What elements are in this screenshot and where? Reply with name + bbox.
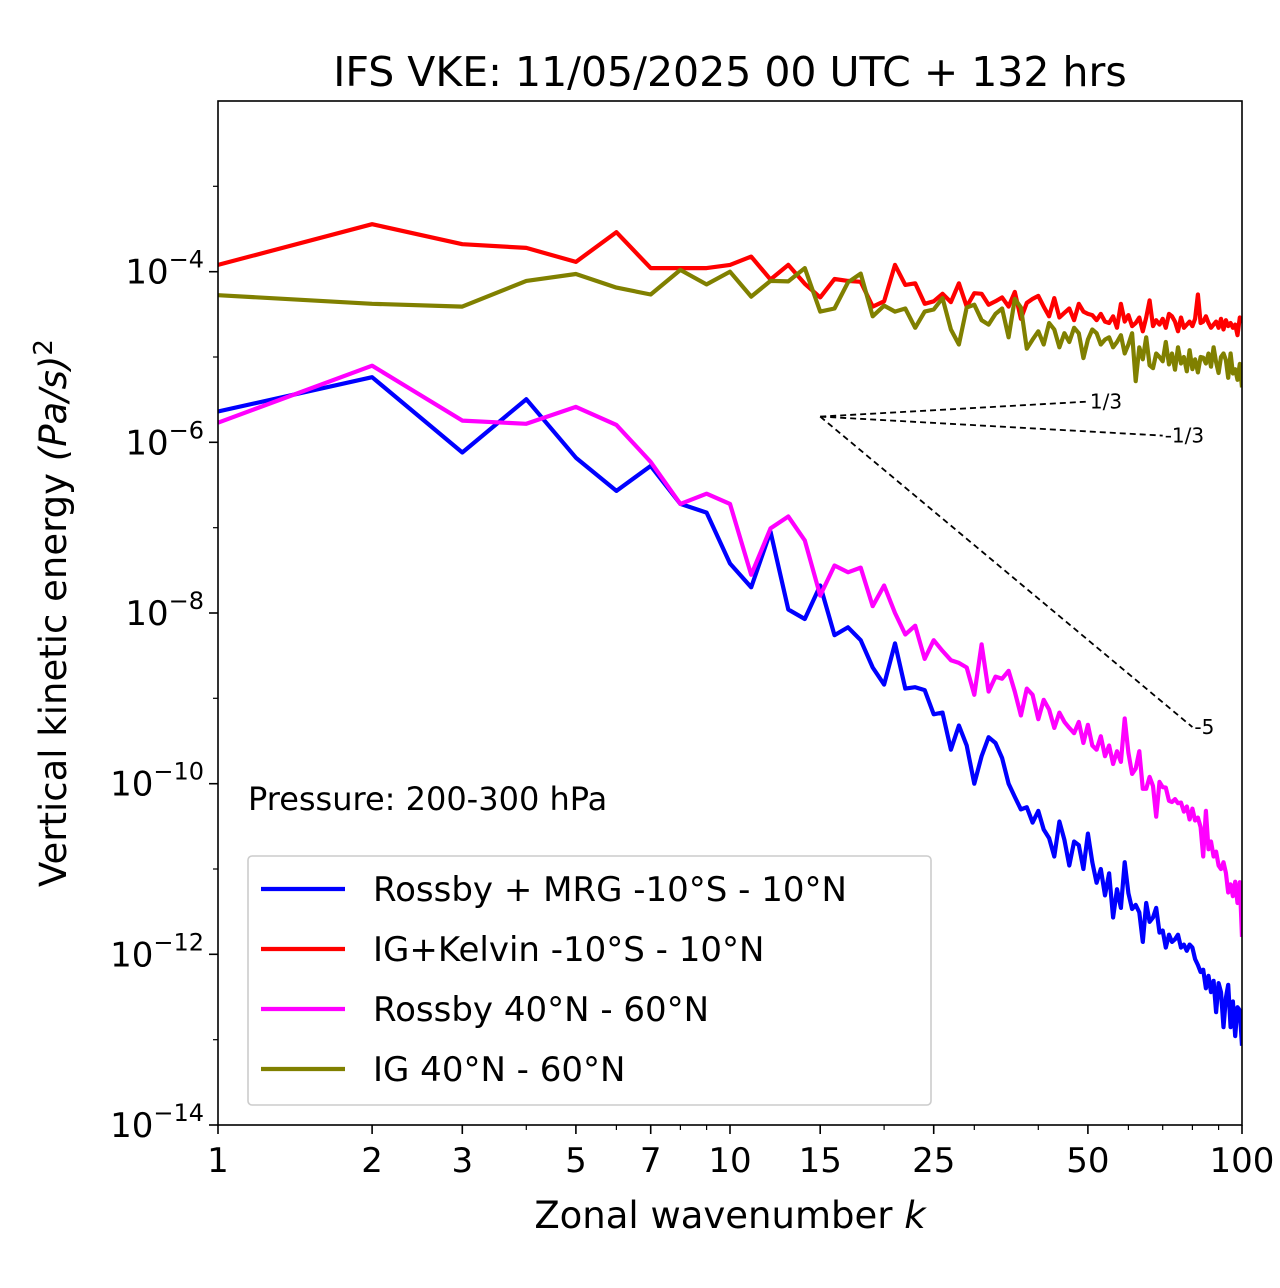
series-lines xyxy=(218,222,1242,1046)
x-axis: 1 2 3 5 7 10 15 25 50 100 xyxy=(207,1125,1274,1181)
y-tick-label-exponent: −4 xyxy=(169,246,204,274)
reference-slope-line xyxy=(819,415,1193,728)
y-tick-label-base: 10 xyxy=(125,253,168,293)
chart-title: IFS VKE: 11/05/2025 00 UTC + 132 hrs xyxy=(333,48,1126,96)
y-tick-label-exponent: −8 xyxy=(169,587,204,615)
series-line-3 xyxy=(218,363,1242,937)
y-axis-title-text: Vertical kinetic energy xyxy=(32,473,75,887)
legend-label: Rossby + MRG -10°S - 10°N xyxy=(373,870,847,910)
reference-slope-line xyxy=(820,400,1088,418)
y-tick-label: 10−12 xyxy=(110,928,204,975)
x-tick-label: 5 xyxy=(565,1141,587,1181)
reference-slope-label: -1/3 xyxy=(1165,424,1204,448)
x-tick-label: 3 xyxy=(451,1141,473,1181)
y-tick-label-base: 10 xyxy=(125,423,168,463)
x-tick-label: 50 xyxy=(1066,1141,1109,1181)
series-line-4 xyxy=(218,266,1242,388)
y-axis-title-exponent: 2 xyxy=(29,339,59,356)
legend-label: IG+Kelvin -10°S - 10°N xyxy=(373,930,764,970)
x-tick-label: 100 xyxy=(1210,1141,1275,1181)
x-tick-label: 7 xyxy=(640,1141,662,1181)
legend-box xyxy=(247,855,932,1106)
y-tick-label: 10−10 xyxy=(110,758,204,805)
x-tick-label: 25 xyxy=(912,1141,955,1181)
x-axis-title-variable: k xyxy=(904,1194,927,1237)
y-tick-label: 10−8 xyxy=(125,587,204,634)
y-tick-label-base: 10 xyxy=(110,935,153,975)
y-tick-label-base: 10 xyxy=(125,594,168,634)
y-tick-label: 10−6 xyxy=(125,416,204,463)
y-tick-label-exponent: −10 xyxy=(153,758,204,786)
x-axis-title-text: Zonal wavenumber xyxy=(534,1194,893,1237)
x-axis-title: Zonal wavenumber k xyxy=(534,1194,927,1237)
legend-label: Rossby 40°N - 60°N xyxy=(373,990,709,1030)
pressure-annotation: Pressure: 200-300 hPa xyxy=(248,780,607,818)
x-tick-label: 15 xyxy=(799,1141,842,1181)
legend-label: IG 40°N - 60°N xyxy=(373,1050,625,1090)
y-tick-label: 10−4 xyxy=(125,246,204,293)
x-tick-label: 10 xyxy=(708,1141,751,1181)
legend: Rossby + MRG -10°S - 10°N IG+Kelvin -10°S… xyxy=(247,855,932,1106)
reference-slope-lines: 1/3 -1/3 -5 xyxy=(819,390,1214,739)
y-axis-title: Vertical kinetic energy (Pa/s)2 xyxy=(29,339,75,887)
reference-slope-label: 1/3 xyxy=(1090,390,1122,414)
series-line-2 xyxy=(218,222,1242,338)
y-tick-label-base: 10 xyxy=(110,1106,153,1146)
y-tick-label: 10−14 xyxy=(110,1099,204,1146)
y-axis-title-units: (Pa/s) xyxy=(32,356,75,462)
x-tick-label: 1 xyxy=(207,1141,229,1181)
reference-slope-label: -5 xyxy=(1194,715,1214,739)
series-line-1 xyxy=(218,375,1242,1046)
y-tick-label-exponent: −14 xyxy=(153,1099,204,1127)
reference-slope-line xyxy=(820,415,1163,437)
x-tick-label: 2 xyxy=(361,1141,383,1181)
y-tick-label-base: 10 xyxy=(110,765,153,805)
y-tick-label-exponent: −12 xyxy=(153,928,204,956)
y-tick-label-exponent: −6 xyxy=(169,416,204,444)
